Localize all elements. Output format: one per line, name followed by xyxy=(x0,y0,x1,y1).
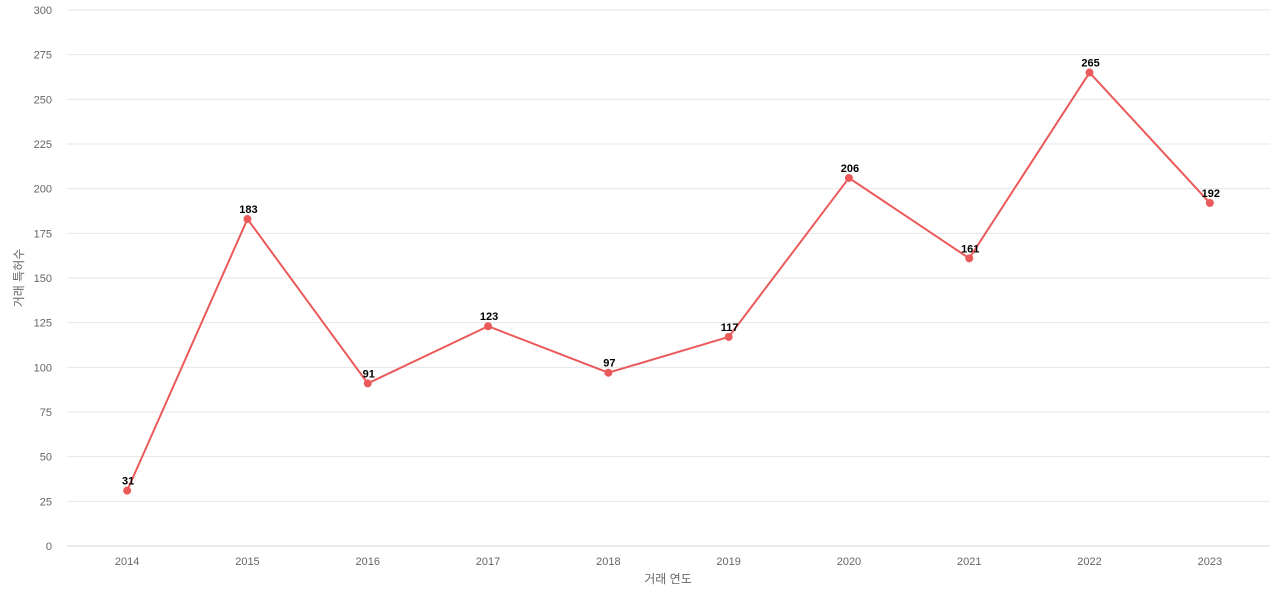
x-tick-label: 2023 xyxy=(1198,556,1222,568)
y-tick-label: 300 xyxy=(34,5,52,17)
y-tick-label: 100 xyxy=(34,362,52,374)
data-point xyxy=(844,173,853,182)
data-labels-layer: 31 183 91 123 97 117 206 161 265 192 xyxy=(122,58,1220,488)
y-tick-label: 0 xyxy=(46,541,52,553)
data-point xyxy=(1205,198,1214,207)
y-tick-label: 25 xyxy=(40,496,52,508)
data-point xyxy=(123,486,132,495)
x-tick-label: 2014 xyxy=(115,556,139,568)
data-point xyxy=(965,254,974,263)
data-point xyxy=(604,368,613,377)
x-tick-label: 2020 xyxy=(837,556,861,568)
y-tick-label: 125 xyxy=(34,318,52,330)
data-point xyxy=(1085,68,1094,77)
y-tick-label: 250 xyxy=(34,94,52,106)
data-label: 31 xyxy=(122,476,134,488)
grid-layer xyxy=(67,9,1270,547)
x-tick-label: 2021 xyxy=(957,556,981,568)
data-label: 206 xyxy=(841,163,859,175)
data-point xyxy=(724,332,733,341)
x-tick-label: 2022 xyxy=(1077,556,1101,568)
x-tick-label: 2016 xyxy=(356,556,380,568)
series-line xyxy=(126,71,1211,492)
y-tick-label: 50 xyxy=(40,452,52,464)
data-label: 183 xyxy=(239,204,257,216)
y-tick-label: 275 xyxy=(34,50,52,62)
y-tick-label: 225 xyxy=(34,139,52,151)
points-layer xyxy=(123,68,1214,495)
series-layer xyxy=(126,71,1211,492)
x-tick-label: 2017 xyxy=(476,556,500,568)
data-label: 117 xyxy=(721,322,739,334)
x-axis-ticks: 2014 2015 2016 2017 2018 2019 2020 2021 2022 2023 xyxy=(115,556,1222,568)
x-tick-label: 2019 xyxy=(716,556,740,568)
y-tick-label: 175 xyxy=(34,228,52,240)
y-tick-label: 150 xyxy=(34,273,52,285)
data-point xyxy=(484,322,493,331)
data-label: 97 xyxy=(603,358,615,370)
data-label: 123 xyxy=(480,311,498,323)
y-tick-label: 200 xyxy=(34,184,52,196)
y-tick-label: 75 xyxy=(40,407,52,419)
data-point xyxy=(243,215,252,224)
y-axis-title: 거래 특허수 xyxy=(12,249,26,308)
y-axis-ticks: 0 25 50 75 100 125 150 175 200 225 250 275 300 xyxy=(34,5,52,553)
x-tick-label: 2015 xyxy=(235,556,259,568)
x-axis-title: 거래 연도 xyxy=(644,572,692,586)
data-label: 91 xyxy=(363,368,375,380)
x-tick-label: 2018 xyxy=(596,556,620,568)
data-label: 265 xyxy=(1081,58,1099,70)
data-label: 192 xyxy=(1202,188,1220,200)
data-point xyxy=(363,379,372,388)
data-label: 161 xyxy=(961,243,979,255)
